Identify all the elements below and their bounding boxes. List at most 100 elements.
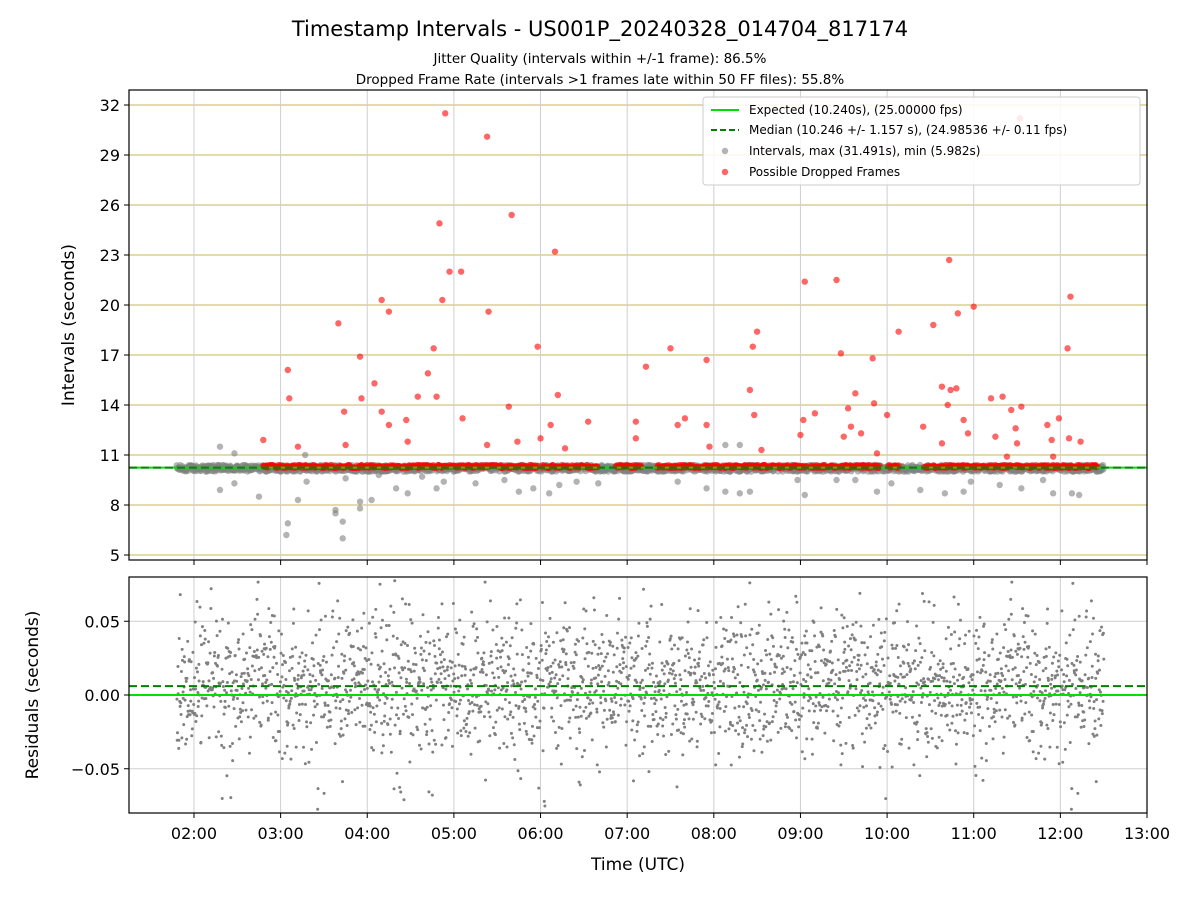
residual-point — [385, 624, 388, 627]
residual-point — [182, 723, 185, 726]
residual-point — [296, 678, 299, 681]
residual-point — [518, 705, 521, 708]
residual-point — [274, 739, 277, 742]
residual-point — [653, 702, 656, 705]
residual-point — [221, 797, 224, 800]
residual-point — [793, 659, 796, 662]
residual-point — [739, 719, 742, 722]
residual-point — [811, 753, 814, 756]
residual-point — [380, 722, 383, 725]
residual-point — [637, 721, 640, 724]
residual-point — [846, 625, 849, 628]
residual-point — [440, 672, 443, 675]
dropped-frame-point — [1014, 440, 1020, 446]
residual-point — [317, 683, 320, 686]
residual-point — [596, 763, 599, 766]
residual-point — [396, 637, 399, 640]
residual-point — [850, 669, 853, 672]
residual-point — [294, 646, 297, 649]
residual-point — [891, 647, 894, 650]
residual-point — [594, 643, 597, 646]
residual-point — [552, 720, 555, 723]
residual-point — [905, 673, 908, 676]
residual-point — [800, 642, 803, 645]
residual-point — [747, 713, 750, 716]
residual-point — [731, 657, 734, 660]
residual-point — [271, 666, 274, 669]
residual-point — [650, 605, 653, 608]
residual-point — [235, 680, 238, 683]
residual-point — [636, 655, 639, 658]
residual-point — [812, 621, 815, 624]
residual-point — [878, 766, 881, 769]
residual-point — [658, 641, 661, 644]
residual-point — [391, 698, 394, 701]
residual-point — [674, 682, 677, 685]
residual-point — [720, 656, 723, 659]
residual-point — [679, 688, 682, 691]
dropped-frame-point — [971, 303, 977, 309]
residual-point — [903, 675, 906, 678]
residual-point — [807, 699, 810, 702]
dropped-frame-point — [403, 417, 409, 423]
residual-point — [507, 663, 510, 666]
residual-point — [916, 738, 919, 741]
residual-point — [617, 618, 620, 621]
residual-point — [840, 614, 843, 617]
residual-point — [386, 697, 389, 700]
residual-point — [730, 763, 733, 766]
residual-point — [393, 666, 396, 669]
residual-point — [283, 752, 286, 755]
residual-point — [198, 606, 201, 609]
residual-point — [678, 659, 681, 662]
residual-point — [803, 634, 806, 637]
residual-point — [590, 678, 593, 681]
residual-point — [688, 717, 691, 720]
residual-point — [212, 677, 215, 680]
residual-point — [851, 633, 854, 636]
residual-point — [764, 679, 767, 682]
residual-point — [785, 687, 788, 690]
dropped-frame-point — [459, 415, 465, 421]
residual-point — [335, 706, 338, 709]
residual-point — [851, 623, 854, 626]
residual-point — [224, 706, 227, 709]
residual-point — [473, 703, 476, 706]
residual-point — [864, 699, 867, 702]
residual-point — [274, 711, 277, 714]
residual-point — [352, 645, 355, 648]
residual-point — [622, 661, 625, 664]
residual-point — [262, 701, 265, 704]
residual-point — [254, 618, 257, 621]
residual-point — [250, 628, 253, 631]
residual-point — [448, 702, 451, 705]
residual-point — [277, 629, 280, 632]
residual-point — [414, 652, 417, 655]
residual-point — [625, 665, 628, 668]
dropped-frame-point — [845, 405, 851, 411]
residual-point — [529, 650, 532, 653]
residual-point — [685, 703, 688, 706]
residual-point — [208, 679, 211, 682]
residual-point — [908, 665, 911, 668]
residual-point — [727, 669, 730, 672]
residual-point — [290, 689, 293, 692]
residual-point — [488, 734, 491, 737]
residual-point — [269, 648, 272, 651]
residual-point — [664, 716, 667, 719]
residual-point — [210, 587, 213, 590]
residual-point — [436, 681, 439, 684]
residual-point — [515, 704, 518, 707]
residual-point — [714, 763, 717, 766]
residual-point — [794, 595, 797, 598]
residual-point — [583, 749, 586, 752]
residual-point — [220, 744, 223, 747]
residual-point — [261, 650, 264, 653]
residual-point — [466, 717, 469, 720]
residual-point — [723, 637, 726, 640]
residual-point — [225, 691, 228, 694]
residual-point — [234, 725, 237, 728]
residual-point — [611, 645, 614, 648]
residual-point — [515, 602, 518, 605]
residual-point — [685, 649, 688, 652]
